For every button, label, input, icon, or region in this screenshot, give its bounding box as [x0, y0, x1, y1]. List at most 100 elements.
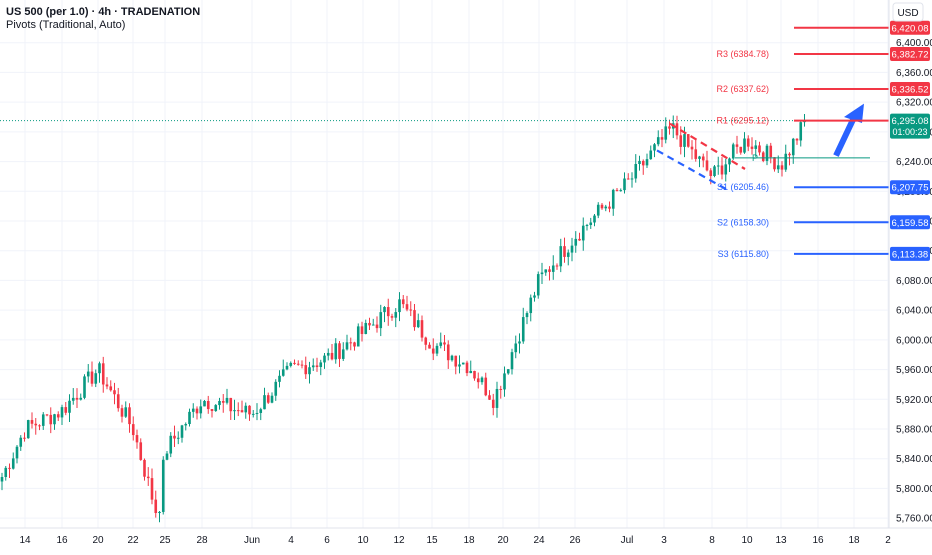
candle-body: [30, 420, 34, 424]
candle-body: [266, 395, 270, 403]
candle-body: [49, 414, 53, 425]
candle-body: [424, 337, 428, 345]
candle-body: [548, 269, 551, 272]
candle-body: [480, 377, 484, 383]
candle-body: [259, 409, 263, 413]
x-tick-label: 20: [497, 535, 509, 546]
candle-body: [653, 144, 656, 151]
candle-body: [214, 405, 218, 411]
candle-body: [176, 437, 180, 439]
candle-body: [68, 400, 71, 413]
candle-body: [769, 145, 773, 158]
pivot-label-r1: R1 (6295.12): [716, 116, 769, 126]
candle-body: [780, 165, 784, 170]
candle-body: [746, 138, 750, 147]
candle-body: [491, 399, 495, 408]
x-tick-label: 16: [56, 535, 68, 546]
candle-body: [739, 146, 743, 153]
candle-body: [0, 477, 4, 482]
candle-body: [728, 158, 731, 165]
candle-body: [679, 135, 683, 147]
candle-body: [131, 424, 135, 436]
pivot-label-r2: R2 (6337.62): [716, 84, 769, 94]
y-tick-label: 6,240.00: [896, 157, 932, 168]
candle-body: [761, 152, 765, 161]
candle-body: [233, 410, 236, 412]
candle-body: [619, 190, 623, 192]
x-tick-label: 28: [196, 535, 208, 546]
candle-body: [26, 420, 30, 439]
time-axis[interactable]: 14 16 20 22 25 28 Jun 4 6 10 12 15 18 20 24 26 Jul 3 8 10 13…: [19, 535, 891, 546]
candle-body: [499, 388, 503, 390]
candle-body: [510, 352, 514, 370]
price-tag-label: 6,336.52: [892, 85, 929, 96]
x-tick-label: 10: [357, 535, 369, 546]
candle-body: [240, 410, 244, 413]
candle-body: [23, 437, 26, 439]
price-tag-label: 6,113.38: [892, 249, 928, 260]
candle-body: [263, 395, 266, 410]
candle-body: [75, 397, 79, 400]
candle-body: [773, 157, 776, 170]
candle-body: [750, 146, 754, 149]
candles: [0, 113, 806, 523]
candle-body: [600, 204, 604, 209]
candle-body: [53, 414, 56, 425]
price-tag-label: 6,159.58: [892, 218, 929, 229]
candle-body: [188, 411, 191, 425]
y-tick-label: 5,920.00: [896, 395, 932, 406]
current-price-value: 6,295.08: [892, 116, 929, 127]
candle-body: [473, 370, 476, 379]
x-tick-label: 18: [848, 535, 860, 546]
candle-body: [158, 511, 161, 514]
candle-body: [754, 145, 758, 149]
candle-body: [791, 138, 795, 156]
symbol-title: US 500 (per 1.0) · 4h · TRADENATION: [6, 6, 200, 18]
x-tick-label: 8: [709, 535, 715, 546]
candle-body: [506, 369, 510, 374]
candle-body: [555, 265, 559, 267]
pivot-label-s3: S3 (6115.80): [718, 249, 769, 259]
candle-body: [255, 412, 259, 414]
candle-body: [544, 269, 548, 273]
price-tag-bg: [890, 20, 930, 35]
candle-body: [409, 309, 413, 311]
x-tick-label: 25: [159, 535, 171, 546]
candle-body: [713, 166, 716, 177]
candle-body: [439, 342, 443, 346]
x-tick-label: 16: [812, 535, 824, 546]
candle-body: [116, 394, 120, 409]
candle-body: [319, 362, 323, 368]
candle-body: [705, 160, 709, 171]
x-tick-label: 26: [569, 535, 581, 546]
candle-body: [611, 189, 615, 209]
currency-button[interactable]: [892, 2, 924, 22]
candle-body: [360, 326, 364, 334]
candle-body: [330, 352, 334, 360]
candle-body: [293, 362, 296, 364]
candle-body: [19, 437, 23, 447]
candle-body: [758, 145, 761, 153]
x-tick-label: 6: [324, 535, 330, 546]
candle-body: [623, 178, 626, 191]
candle-body: [364, 322, 368, 334]
candle-body: [536, 274, 540, 296]
candle-body: [585, 225, 589, 227]
candle-body: [90, 371, 94, 384]
candle-body: [221, 400, 225, 403]
candle-body: [71, 397, 75, 401]
candle-body: [634, 164, 638, 179]
y-tick-label: 6,080.00: [896, 276, 932, 287]
pivot-label-r3: R3 (6384.78): [716, 49, 769, 59]
candle-body: [454, 355, 458, 367]
candle-body: [34, 423, 38, 426]
candle-body: [210, 409, 214, 411]
countdown-timer: 01:00:23: [892, 127, 927, 137]
candle-body: [589, 222, 593, 226]
candle-body: [401, 299, 405, 305]
pivots: R3 (6384.78) R2 (6337.62) R1 (6295.12) S1 (…: [0, 26, 889, 259]
candle-body: [450, 355, 454, 361]
pivot-label-s2: S2 (6158.30): [717, 217, 769, 227]
